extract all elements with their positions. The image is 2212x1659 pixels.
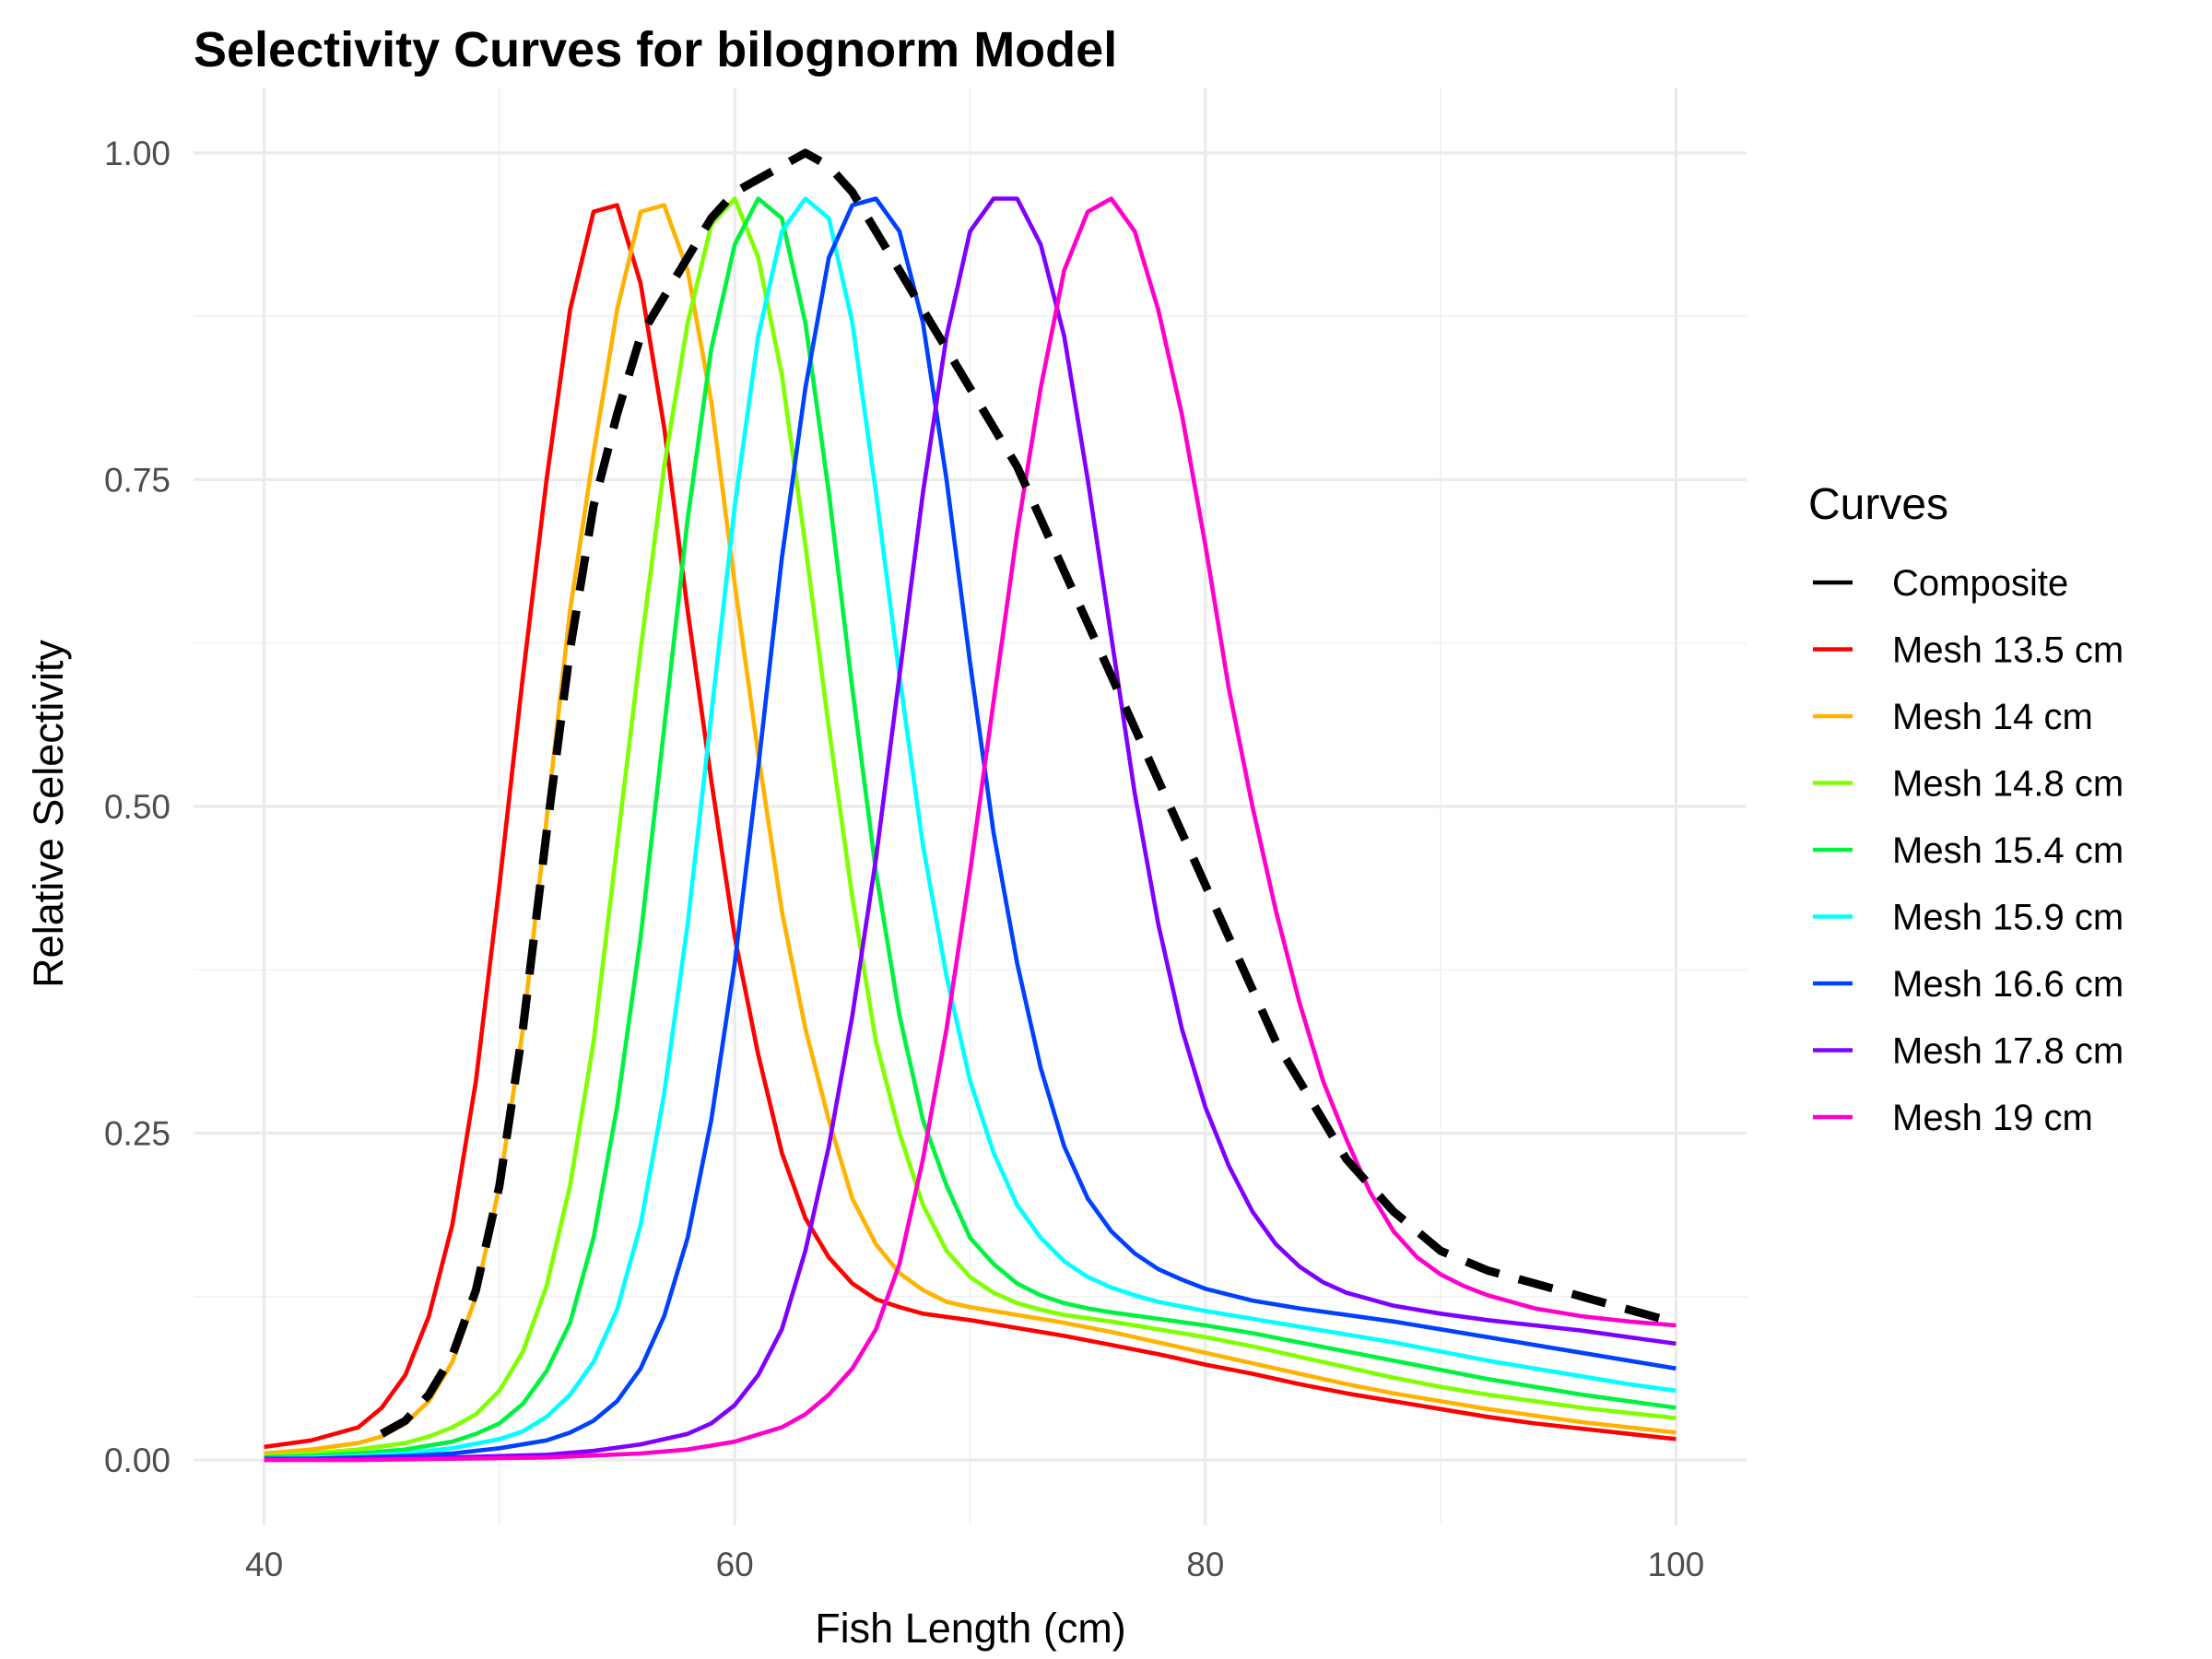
y-tick-label: 0.00	[104, 1441, 171, 1479]
series-line-mesh-13-5-cm	[264, 203, 1677, 1450]
x-tick-label: 60	[716, 1546, 754, 1583]
y-tick-label: 0.75	[104, 461, 171, 499]
series-lines	[264, 148, 1677, 1463]
series-line-mesh-14-8-cm	[264, 196, 1677, 1459]
legend-label: Mesh 14.8 cm	[1892, 764, 2124, 805]
legend: Curves Composite Mesh 13.5 cm Mesh 14 cm Me…	[1808, 480, 2124, 1138]
y-tick-label: 0.25	[104, 1115, 171, 1153]
series-line-mesh-16-6-cm	[264, 196, 1677, 1461]
y-axis-title: Relative Selectivity	[25, 640, 72, 988]
x-axis-title: Fish Length (cm)	[815, 1605, 1126, 1652]
y-tick-label: 1.00	[104, 135, 171, 172]
legend-label: Composite	[1892, 563, 2068, 604]
legend-label: Mesh 14 cm	[1892, 697, 2093, 737]
legend-label: Mesh 19 cm	[1892, 1098, 2093, 1138]
series-line-mesh-19-cm	[264, 196, 1677, 1463]
legend-label: Mesh 13.5 cm	[1892, 630, 2124, 671]
y-axis-ticks: 0.00 0.25 0.50 0.75 1.00	[104, 135, 171, 1479]
x-tick-label: 100	[1648, 1546, 1705, 1583]
legend-label: Mesh 15.4 cm	[1892, 830, 2124, 871]
x-tick-label: 80	[1186, 1546, 1224, 1583]
legend-label: Mesh 16.6 cm	[1892, 964, 2124, 1005]
legend-label: Mesh 17.8 cm	[1892, 1031, 2124, 1072]
x-tick-label: 40	[245, 1546, 283, 1583]
grid	[194, 88, 1747, 1525]
x-axis-ticks: 40 60 80 100	[245, 1546, 1704, 1583]
legend-title: Curves	[1808, 480, 1948, 529]
legend-label: Mesh 15.9 cm	[1892, 898, 2124, 938]
series-line-mesh-17-8-cm	[264, 196, 1677, 1463]
chart-title: Selectivity Curves for bilognorm Model	[194, 22, 1117, 77]
y-tick-label: 0.50	[104, 788, 171, 826]
series-line-composite	[380, 148, 1677, 1438]
